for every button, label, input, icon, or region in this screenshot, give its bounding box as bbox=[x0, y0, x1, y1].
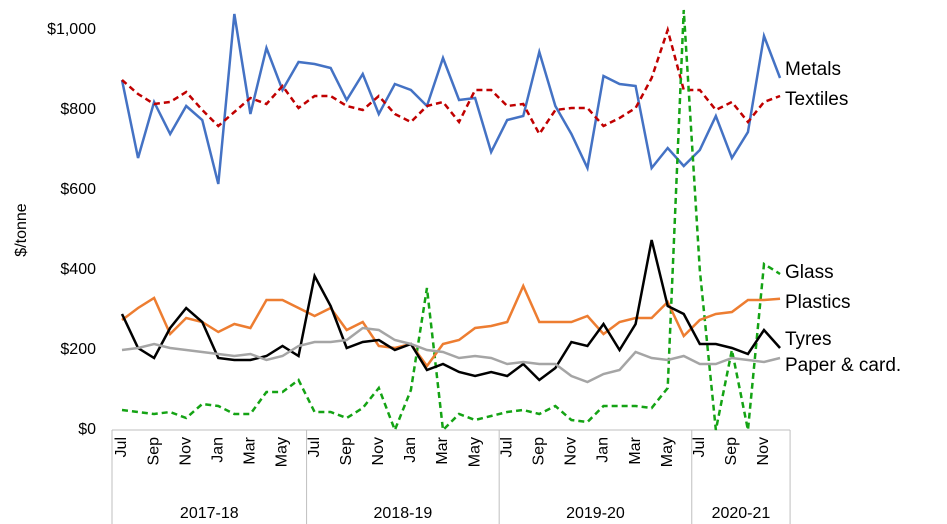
x-tick-label: Sep bbox=[531, 437, 548, 466]
x-tick-label: Sep bbox=[145, 437, 162, 466]
y-tick-label: $200 bbox=[60, 341, 96, 358]
y-tick-label: $1,000 bbox=[47, 21, 96, 38]
x-tick-label: Nov bbox=[755, 437, 772, 465]
x-tick-label: May bbox=[466, 437, 483, 467]
series-label: Textiles bbox=[785, 89, 848, 110]
x-tick-label: Nov bbox=[563, 437, 580, 465]
series-line bbox=[120, 13, 782, 185]
x-tick-label: Mar bbox=[627, 436, 644, 464]
y-tick-label: $0 bbox=[78, 421, 96, 438]
series-label: Plastics bbox=[785, 292, 850, 313]
x-tick-label: Jul bbox=[691, 437, 708, 457]
series-line bbox=[121, 326, 781, 384]
x-tick-label: May bbox=[659, 437, 676, 467]
x-tick-label: Sep bbox=[723, 437, 740, 466]
x-tick-label: Nov bbox=[370, 437, 387, 465]
series-label: Paper & card. bbox=[785, 355, 901, 376]
x-tick-label: Jul bbox=[113, 437, 130, 457]
series-line bbox=[120, 239, 781, 382]
series-label: Glass bbox=[785, 262, 834, 283]
group-label: 2018-19 bbox=[374, 505, 433, 522]
x-tick-label: Jan bbox=[595, 437, 612, 463]
group-label: 2019-20 bbox=[566, 505, 625, 522]
x-tick-label: Jan bbox=[402, 437, 419, 463]
x-tick-label: Jul bbox=[498, 437, 515, 457]
x-tick-label: Jul bbox=[306, 437, 323, 457]
y-axis-title: $/tonne bbox=[13, 203, 30, 256]
x-tick-label: May bbox=[274, 437, 291, 467]
x-tick-label: Nov bbox=[177, 437, 194, 465]
series-line bbox=[121, 25, 781, 137]
group-label: 2017-18 bbox=[180, 505, 239, 522]
x-tick-label: Jan bbox=[210, 437, 227, 463]
x-tick-label: Mar bbox=[242, 436, 259, 464]
series-label: Tyres bbox=[785, 329, 831, 350]
x-tick-label: Sep bbox=[338, 437, 355, 466]
y-tick-label: $600 bbox=[60, 181, 96, 198]
x-tick-label: Mar bbox=[434, 436, 451, 464]
y-tick-label: $800 bbox=[60, 101, 96, 118]
y-tick-label: $400 bbox=[60, 261, 96, 278]
group-label: 2020-21 bbox=[712, 505, 771, 522]
series-label: Metals bbox=[785, 59, 841, 80]
